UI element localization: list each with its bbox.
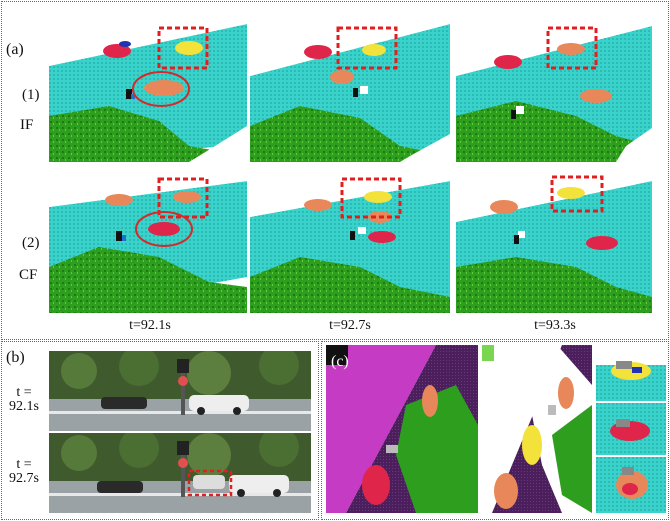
row-1-name: IF bbox=[20, 117, 34, 133]
scene-if-t2 bbox=[250, 6, 450, 162]
scene-if-t1 bbox=[49, 6, 247, 162]
row-1-index: (1) bbox=[22, 87, 40, 103]
photo-t1 bbox=[49, 351, 311, 431]
panel-a-frame bbox=[1, 1, 669, 340]
scene-if-t3 bbox=[456, 6, 652, 162]
panel-c-frame bbox=[321, 341, 669, 520]
row-2-name: CF bbox=[19, 267, 38, 283]
panel-b-label: (b) bbox=[6, 349, 25, 366]
panel-c-view-1 bbox=[326, 345, 478, 513]
time-label-2: t=92.7s bbox=[329, 318, 371, 333]
panel-b-time-2: t = 92.7s bbox=[9, 457, 39, 486]
panel-a-label: (a) bbox=[6, 41, 24, 58]
panel-c-crop-1 bbox=[596, 345, 666, 401]
scene-cf-t2 bbox=[250, 167, 450, 313]
panel-c-label: (c) bbox=[331, 353, 349, 370]
photo-t2 bbox=[49, 433, 311, 513]
scene-cf-t1 bbox=[49, 167, 247, 313]
scene-cf-t3 bbox=[456, 167, 652, 313]
time-label-3: t=93.3s bbox=[534, 318, 576, 333]
panel-c-crop-2 bbox=[596, 403, 666, 455]
panel-c-crop-3 bbox=[596, 457, 666, 513]
panel-b-time-1: t = 92.1s bbox=[9, 385, 39, 414]
row-2-index: (2) bbox=[22, 235, 40, 251]
time-label-1: t=92.1s bbox=[129, 318, 171, 333]
panel-c-view-2 bbox=[482, 345, 592, 513]
panel-b-frame bbox=[1, 341, 319, 520]
